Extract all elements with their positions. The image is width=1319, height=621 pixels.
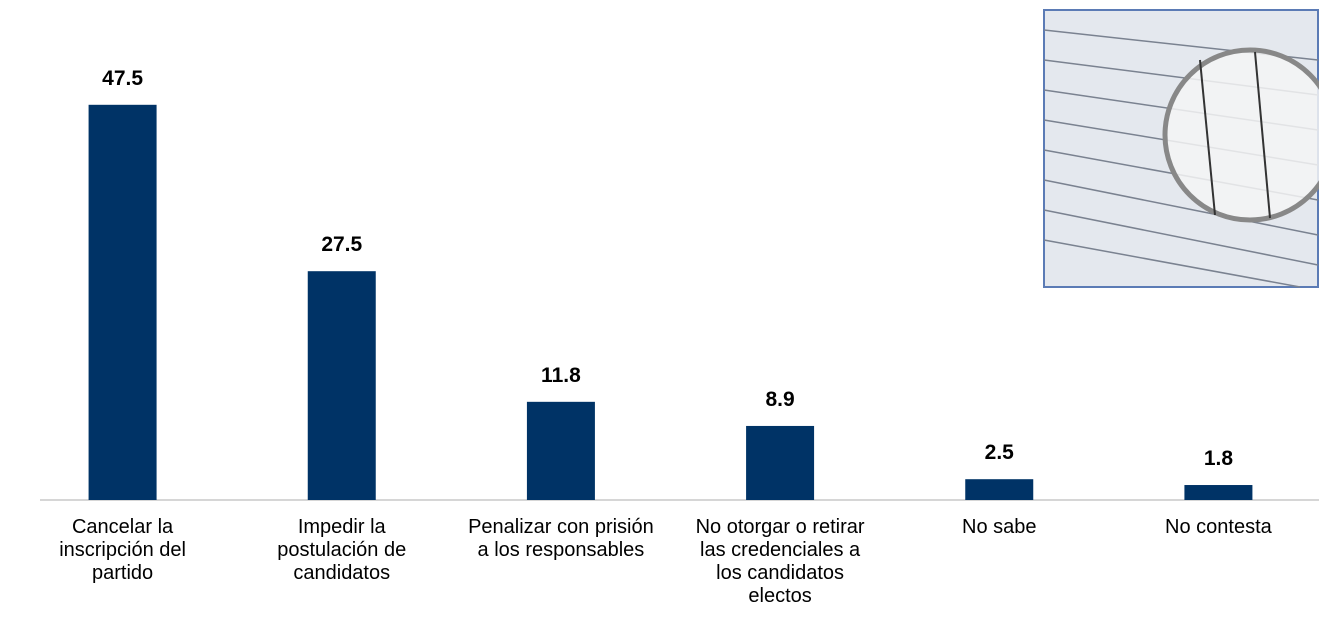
x-tick-label: Cancelar la inscripción del partido (59, 516, 186, 584)
value-label: 11.8 (541, 364, 581, 387)
x-tick-label: Penalizar con prisión a los responsables (468, 516, 654, 561)
bar (526, 401, 595, 500)
bar (1184, 485, 1253, 500)
bar (307, 271, 376, 500)
value-label: 1.8 (1204, 447, 1234, 470)
bar (88, 104, 157, 501)
value-label: 47.5 (102, 67, 143, 90)
value-label: 27.5 (321, 233, 362, 256)
value-label: 8.9 (765, 388, 794, 411)
x-tick-label: No sabe (962, 516, 1037, 538)
bar (746, 425, 815, 500)
bar (965, 479, 1034, 500)
x-tick-label: Impedir la postulación de candidatos (277, 516, 407, 584)
photo (1043, 9, 1319, 288)
value-label: 2.5 (985, 441, 1015, 464)
x-tick-label: No contesta (1165, 516, 1272, 538)
x-tick-label: No otorgar o retirar las credenciales a … (695, 516, 865, 607)
